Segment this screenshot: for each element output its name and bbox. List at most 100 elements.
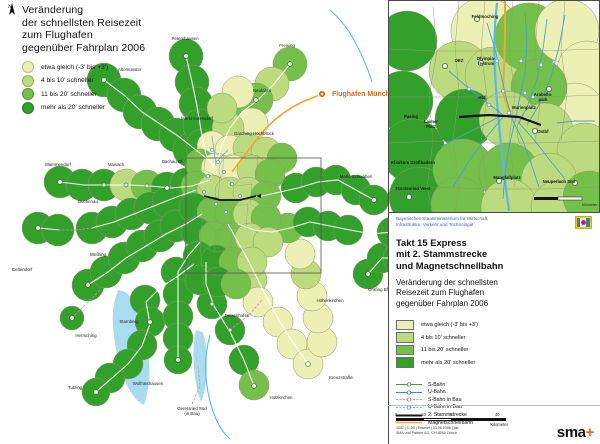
place-label: (in Bau) bbox=[184, 411, 200, 416]
inset-extent-rect bbox=[185, 157, 322, 274]
inset-ubahn-stations bbox=[466, 58, 544, 116]
inset-stations bbox=[405, 15, 578, 200]
title-line-4: gegenüber Fahrplan 2006 bbox=[22, 41, 146, 54]
credit-line-1: 1007 | C-00 | Entwurf | 03.06.2008 | pst bbox=[396, 426, 459, 430]
inset-place-label: Fürstenried West bbox=[395, 186, 431, 191]
inset-place-label: Ostbf bbox=[537, 129, 549, 134]
inset-map[interactable]: Feldmoching OEZ Olympia-zentrum Hbf Marienpl… bbox=[388, 0, 600, 213]
place-label: Dachau Bf bbox=[162, 159, 183, 164]
legend-swatch-1 bbox=[22, 61, 34, 74]
line-legend-label-1: S-Bahn bbox=[428, 381, 446, 388]
inset-place-label: Marienplatz bbox=[512, 105, 536, 110]
inset-stammstrecke bbox=[458, 113, 542, 127]
ministry-line-2: Infrastruktur, Verkehr und Technologie bbox=[396, 221, 474, 227]
panel-subheading-line-1: Veränderung der schnellsten bbox=[396, 278, 498, 288]
panel-legend-label-2: 4 bis 10' schneller bbox=[421, 334, 466, 341]
north-letter: N bbox=[8, 5, 12, 10]
place-label: Höhenkirchen bbox=[316, 298, 344, 303]
main-title-block: Veränderung der schnellsten Reisezeit zu… bbox=[22, 4, 222, 114]
sma-plus: + bbox=[585, 424, 595, 441]
legend-item: 4 bis 10' schneller bbox=[22, 74, 222, 88]
panel-legend-label-1: etwa gleich (-3' bis +3') bbox=[421, 322, 479, 329]
u-bahn-in-bau-icon bbox=[396, 405, 422, 410]
panel-heading: Takt 15 Express mit 2. Stammstrecke und … bbox=[396, 237, 594, 271]
ministry-line-1: Bayerisches Staatsministerium für Wirtsc… bbox=[396, 216, 489, 221]
panel-divider bbox=[388, 213, 389, 444]
line-legend-item: U-Bahn in Bau bbox=[396, 404, 594, 412]
panel-legend-label-4: mehr als 20' schneller bbox=[421, 359, 476, 366]
line-legend-item: 2. Stammstrecke bbox=[396, 411, 594, 419]
main-legend: etwa gleich (-3' bis +3') 4 bis 10' schn… bbox=[22, 60, 222, 114]
sma-wordmark: sma bbox=[556, 424, 586, 441]
scale-ticks: 0 10 0 40 bbox=[394, 412, 506, 418]
panel-heading-line-3: und Magnetschnellbahn bbox=[396, 259, 504, 271]
title-line-2: der schnellsten Reisezeit bbox=[22, 16, 142, 29]
inset-maglev bbox=[501, 1, 512, 118]
north-arrow-icon: N bbox=[8, 3, 15, 15]
panel-legend-item: etwa gleich (-3' bis +3') bbox=[396, 319, 594, 332]
inset-place-label: Arabella- bbox=[534, 92, 553, 97]
line-legend-label-6: Magnetschnellbahn bbox=[428, 419, 473, 426]
inset-place-label: Mangfallplatz bbox=[493, 175, 520, 180]
inset-place-label: Feldmoching bbox=[472, 14, 499, 19]
s-bahn-in-bau-icon bbox=[396, 397, 422, 402]
scale-tick-2: 0 bbox=[449, 412, 453, 417]
legend-item: mehr als 20' schneller bbox=[22, 101, 222, 115]
inset-place-label: Klinikum Großhadern bbox=[391, 160, 435, 165]
scale-bar: 0 10 0 40 Kilometer bbox=[394, 412, 508, 427]
place-label: Altomünster bbox=[118, 67, 142, 72]
inset-cells bbox=[389, 1, 599, 212]
legend-label-3: 11 bis 20' schneller bbox=[41, 90, 97, 98]
catchment-cells bbox=[21, 38, 388, 407]
place-label: Wolfratshausen bbox=[133, 381, 164, 386]
panel-subheading: Veränderung der schnellsten Reisezeit zu… bbox=[396, 278, 594, 309]
inset-boundaries bbox=[389, 1, 599, 212]
place-label: Markt Indersdorf bbox=[181, 116, 214, 121]
line-legend-label-4: U-Bahn in Bau bbox=[428, 404, 462, 411]
place-label: Garching Hochbrück bbox=[234, 131, 275, 136]
stammstrecke-icon bbox=[396, 414, 422, 416]
line-legend-item: Magnetschnellbahn bbox=[396, 419, 594, 427]
panel-legend-swatch-3 bbox=[396, 344, 414, 356]
ministry-text: Bayerisches Staatsministerium für Wirtsc… bbox=[396, 216, 546, 227]
line-legend-label-5: 2. Stammstrecke bbox=[428, 412, 467, 418]
place-label: Mammendorf bbox=[45, 162, 72, 167]
place-label: Neufahrn bbox=[253, 88, 272, 93]
inset-place-label: Laimer bbox=[424, 119, 438, 124]
line-legend-item: S-Bahn in Bau bbox=[396, 396, 594, 404]
sma-logo: sma+ bbox=[556, 424, 595, 441]
coat-of-arms-icon bbox=[575, 216, 592, 229]
inset-place-label: Pasing bbox=[404, 114, 418, 119]
inset-scalebar: Kilometer bbox=[534, 196, 598, 207]
place-label: Kreuzstraße bbox=[329, 375, 353, 380]
scale-tick-1: 10 bbox=[421, 412, 426, 417]
legend-label-4: mehr als 20' schneller bbox=[41, 104, 105, 112]
inset-map-svg[interactable]: Feldmoching OEZ Olympia-zentrum Hbf Marienpl… bbox=[389, 1, 600, 213]
scale-tick-3: 40 bbox=[494, 412, 500, 417]
legend-item: 11 bis 20' schneller bbox=[22, 87, 222, 101]
title-line-3: zum Flughafen bbox=[22, 29, 93, 42]
legend-swatch-2 bbox=[22, 74, 34, 87]
page-title: Veränderung der schnellsten Reisezeit zu… bbox=[22, 4, 222, 54]
scale-tick-0: 0 bbox=[394, 412, 398, 417]
panel-legend-item: 4 bis 10' schneller bbox=[396, 331, 594, 344]
stammstrecke-line bbox=[203, 194, 261, 201]
inset-ubahn bbox=[440, 10, 595, 200]
ministry-row: Bayerisches Staatsministerium für Wirtsc… bbox=[396, 216, 594, 229]
panel-heading-line-1: Takt 15 Express bbox=[396, 237, 467, 248]
place-label: Tutzing bbox=[68, 385, 83, 390]
legend-label-1: etwa gleich (-3' bis +3') bbox=[41, 63, 109, 71]
panel-subheading-line-3: gegenüber Fahrplan 2006 bbox=[396, 298, 489, 308]
inset-place-label: OEZ bbox=[455, 58, 464, 63]
legend-item: etwa gleich (-3' bis +3') bbox=[22, 60, 222, 74]
panel-legend: etwa gleich (-3' bis +3') 4 bis 10' schn… bbox=[396, 319, 594, 369]
inset-place-label: park bbox=[538, 97, 548, 102]
panel-subheading-line-2: Reisezeit zum Flughafen bbox=[396, 288, 485, 298]
panel-legend-swatch-4 bbox=[396, 357, 414, 368]
rail-lines bbox=[37, 55, 388, 405]
place-label: Petershausen bbox=[171, 36, 199, 41]
place-label: Holzkirchen bbox=[270, 395, 293, 400]
place-label: Markt Schwaben bbox=[340, 174, 373, 179]
